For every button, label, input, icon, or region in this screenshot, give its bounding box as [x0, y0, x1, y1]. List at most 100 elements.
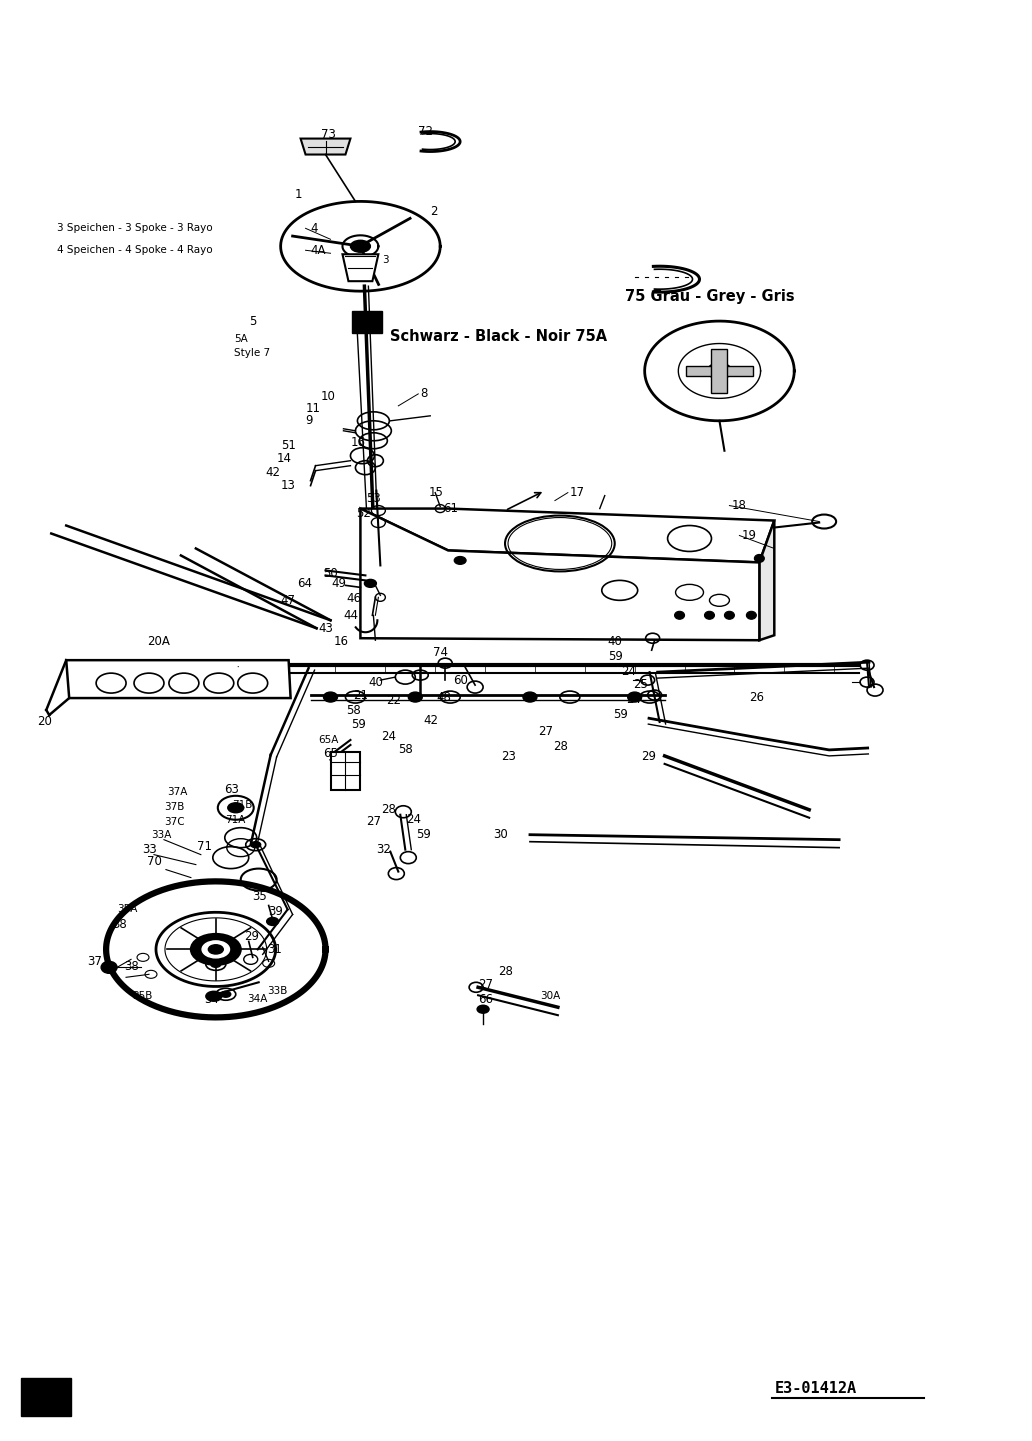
Text: 37: 37	[87, 955, 102, 968]
Text: 2: 2	[430, 205, 438, 218]
Text: 27: 27	[538, 725, 553, 738]
Ellipse shape	[705, 611, 714, 620]
Ellipse shape	[228, 803, 244, 813]
Text: 65: 65	[323, 748, 338, 761]
Ellipse shape	[205, 991, 222, 1001]
Text: 71: 71	[197, 840, 212, 853]
Text: 22: 22	[386, 693, 401, 706]
Text: 26: 26	[749, 690, 765, 703]
Text: 47: 47	[281, 594, 295, 607]
Text: 61: 61	[443, 501, 458, 514]
Text: 59: 59	[608, 650, 622, 663]
Text: 3: 3	[383, 255, 389, 265]
Text: 35: 35	[252, 891, 266, 904]
Text: 24: 24	[625, 693, 641, 706]
Ellipse shape	[323, 692, 337, 702]
Text: 34: 34	[204, 993, 219, 1006]
Ellipse shape	[523, 692, 537, 702]
Polygon shape	[343, 254, 379, 281]
Text: 40: 40	[368, 676, 383, 689]
Ellipse shape	[202, 941, 229, 958]
Text: 42: 42	[265, 467, 281, 480]
Text: 28: 28	[553, 741, 568, 754]
Ellipse shape	[251, 842, 261, 847]
Text: 29: 29	[244, 929, 259, 942]
Text: 33A: 33A	[151, 830, 171, 840]
Text: 38: 38	[112, 918, 127, 931]
Text: 74: 74	[433, 646, 448, 659]
Polygon shape	[760, 520, 774, 640]
Text: 16: 16	[351, 437, 365, 450]
Text: 59: 59	[416, 829, 431, 842]
Text: 72: 72	[418, 125, 433, 138]
Text: 71B: 71B	[232, 800, 252, 810]
Ellipse shape	[675, 611, 684, 620]
Text: 60: 60	[453, 673, 469, 686]
Polygon shape	[66, 660, 291, 697]
Text: 48: 48	[437, 690, 451, 703]
Text: 51: 51	[281, 440, 295, 452]
Text: 8: 8	[420, 388, 427, 401]
Text: 1: 1	[294, 187, 302, 200]
Text: 39: 39	[268, 905, 284, 918]
Text: 4A: 4A	[311, 244, 326, 256]
Text: 75 Grau - Grey - Gris: 75 Grau - Grey - Gris	[624, 288, 795, 304]
Text: 42: 42	[423, 713, 439, 726]
Ellipse shape	[477, 1006, 489, 1013]
Text: 11: 11	[305, 402, 321, 415]
Text: 21: 21	[353, 689, 368, 702]
Text: 66: 66	[478, 993, 493, 1006]
Text: 63: 63	[224, 784, 238, 797]
Text: 71A: 71A	[225, 814, 246, 824]
Text: 53: 53	[366, 491, 381, 506]
Text: 59: 59	[352, 719, 366, 732]
Text: 20: 20	[37, 716, 53, 729]
Polygon shape	[360, 509, 774, 562]
Text: 40: 40	[608, 634, 622, 647]
Text: 24: 24	[382, 731, 396, 744]
Polygon shape	[360, 509, 760, 640]
Ellipse shape	[746, 611, 756, 620]
Ellipse shape	[211, 961, 221, 967]
Text: 31: 31	[266, 942, 282, 955]
Text: 52: 52	[356, 507, 372, 520]
Text: 5: 5	[249, 314, 256, 327]
Text: 30: 30	[493, 829, 508, 842]
Text: 20A: 20A	[147, 634, 170, 647]
Text: 15: 15	[428, 486, 443, 499]
Ellipse shape	[724, 611, 735, 620]
Text: 4: 4	[311, 222, 318, 235]
Bar	[353, 311, 383, 333]
Text: 65A: 65A	[319, 735, 338, 745]
Text: 59: 59	[613, 708, 627, 720]
Text: 37A: 37A	[167, 787, 188, 797]
Text: Schwarz - Black - Noir 75A: Schwarz - Black - Noir 75A	[390, 329, 608, 343]
Text: 5A: 5A	[234, 334, 248, 344]
Text: 13: 13	[281, 480, 295, 493]
Text: 28: 28	[382, 803, 396, 816]
Text: 28: 28	[498, 965, 513, 978]
Text: 18: 18	[732, 499, 746, 512]
Text: 9: 9	[305, 415, 313, 428]
Ellipse shape	[208, 945, 223, 954]
Polygon shape	[300, 138, 351, 154]
Text: 3 Speichen - 3 Spoke - 3 Rayo: 3 Speichen - 3 Spoke - 3 Rayo	[57, 223, 213, 233]
Text: 29: 29	[641, 751, 655, 764]
Bar	[22, 1378, 71, 1417]
Text: 44: 44	[344, 608, 358, 621]
Text: 14: 14	[277, 452, 292, 465]
Text: 37B: 37B	[164, 801, 185, 811]
Text: 33: 33	[142, 843, 157, 856]
Text: 30A: 30A	[540, 991, 560, 1001]
Text: 37C: 37C	[164, 817, 185, 827]
Text: 4 Speichen - 4 Spoke - 4 Rayo: 4 Speichen - 4 Spoke - 4 Rayo	[57, 245, 213, 255]
Text: 16: 16	[333, 634, 349, 647]
Text: 27: 27	[478, 978, 493, 991]
Text: 19: 19	[741, 529, 756, 542]
Text: 33B: 33B	[266, 986, 287, 996]
Text: 10: 10	[321, 391, 335, 403]
Text: Style 7: Style 7	[234, 347, 270, 357]
Ellipse shape	[101, 961, 117, 973]
Text: 35A: 35A	[117, 905, 137, 915]
Text: 23: 23	[502, 751, 516, 764]
